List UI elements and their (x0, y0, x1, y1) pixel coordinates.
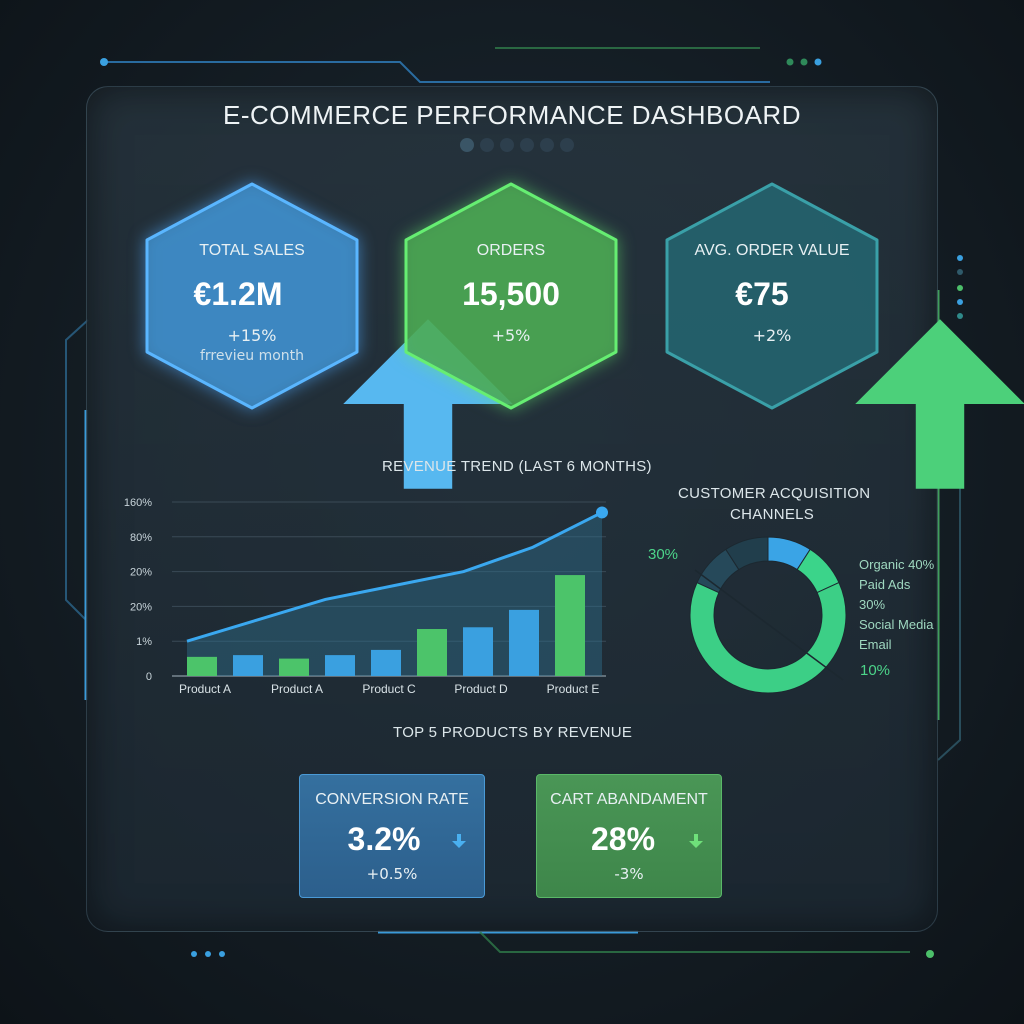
card-delta: +0.5% (366, 865, 418, 883)
x-tick-label: Product A (271, 682, 323, 696)
card-label: CART ABANDAMENT (550, 791, 708, 808)
x-tick-label: Product C (362, 682, 416, 696)
hexagon-shape (404, 182, 618, 410)
revenue-chart: 0 1% 20% 20% 80% 160% Product A Product A Produc… (124, 497, 608, 696)
bar (371, 649, 401, 676)
card-label: CONVERSION RATE (315, 791, 469, 808)
kpi-label: TOTAL SALES (199, 242, 305, 259)
legend-item: 30% (859, 597, 886, 612)
bar (509, 609, 539, 676)
acquisition-donut-chart (689, 536, 847, 694)
kpi-delta: +2% (752, 326, 792, 345)
y-tick-label: 20% (130, 567, 152, 579)
donut-divider (694, 569, 844, 681)
kpi-delta: +5% (491, 326, 531, 345)
kpi-total-sales[interactable]: TOTAL SALES €1.2M +15% frrevieu month (143, 180, 513, 489)
donut-chart-title-line1: CUSTOMER ACQUISITION (678, 485, 871, 502)
kpi-label: AVG. ORDER VALUE (694, 242, 850, 259)
dashboard-title: E-COMMERCE PERFORMANCE DASHBOARD (223, 100, 801, 130)
kpi-value: €75 (735, 276, 789, 312)
x-tick-label: Product A (179, 682, 231, 696)
top-products-title: TOP 5 PRODUCTS BY REVENUE (393, 724, 633, 741)
arrow-up-icon (855, 319, 1024, 489)
y-tick-label: 1% (136, 636, 152, 648)
y-tick-label: 20% (130, 601, 152, 613)
bar (325, 655, 355, 676)
card-value: 3.2% (347, 821, 421, 857)
x-tick-label: Product D (454, 682, 508, 696)
legend-item: Paid Ads (859, 577, 911, 592)
kpi-value: 15,500 (462, 276, 560, 312)
hexagon-shape (665, 182, 879, 410)
donut-legend: Organic 40% Paid Ads 30% Social Media Em… (859, 555, 934, 655)
arrow-down-icon (452, 834, 466, 848)
card-value: 28% (590, 821, 656, 857)
hexagon-shape (145, 182, 359, 410)
arrow-down-icon (689, 834, 703, 848)
trend-endpoint (596, 506, 608, 519)
trend-line (186, 511, 603, 643)
donut-slice (689, 581, 847, 694)
bar (233, 655, 263, 676)
y-tick-label: 160% (124, 497, 152, 509)
legend-item: Social Media (859, 617, 934, 632)
pager-dots (460, 138, 574, 152)
donut-slice (725, 536, 769, 571)
trend-area (187, 512, 602, 676)
y-tick-label: 80% (130, 532, 152, 544)
donut-bottom-label: 10% (860, 662, 891, 679)
bar (187, 656, 217, 676)
donut-chart-title-line2: CHANNELS (730, 506, 815, 523)
x-tick-label: Product E (547, 682, 600, 696)
kpi-value: €1.2M (193, 276, 283, 312)
legend-item: Email (859, 637, 892, 652)
y-tick-label: 0 (146, 671, 152, 683)
kpi-label: ORDERS (476, 242, 546, 259)
bar (417, 629, 447, 676)
kpi-subtext: frrevieu month (199, 348, 305, 364)
bar (555, 575, 585, 676)
bar (463, 627, 493, 676)
kpi-orders[interactable]: ORDERS 15,500 +5% (402, 180, 620, 412)
bar (279, 658, 309, 676)
kpi-avg-order-value[interactable]: AVG. ORDER VALUE €75 +2% (663, 180, 1024, 489)
card-delta: -3% (614, 865, 644, 883)
revenue-chart-title: REVENUE TREND (LAST 6 MONTHS) (382, 458, 652, 475)
kpi-delta: +15% (227, 326, 277, 345)
legend-item: Organic 40% (859, 557, 935, 572)
donut-left-label: 30% (648, 546, 679, 563)
card-conversion-rate[interactable]: CONVERSION RATE 3.2% +0.5% (299, 774, 485, 898)
card-cart-abandonment[interactable]: CART ABANDAMENT 28% -3% (536, 774, 722, 898)
